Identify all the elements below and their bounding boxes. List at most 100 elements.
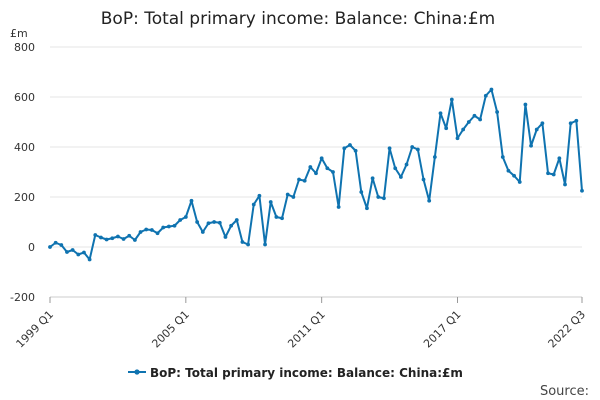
data-point [217, 220, 222, 225]
data-point [93, 233, 98, 237]
y-tick-label: 800 [14, 41, 35, 54]
data-point [308, 165, 313, 169]
legend-label: BoP: Total primary income: Balance: Chin… [150, 366, 463, 380]
y-tick-label: 200 [14, 191, 35, 204]
data-point [489, 87, 494, 92]
data-point [161, 225, 166, 230]
data-point [234, 218, 239, 222]
data-point [404, 162, 409, 167]
data-point [534, 127, 539, 132]
y-tick-label: 600 [14, 91, 35, 104]
data-point [314, 171, 318, 176]
data-point [568, 121, 573, 126]
data-point [172, 223, 177, 228]
data-point [251, 202, 256, 207]
data-point [257, 193, 262, 198]
data-point [155, 231, 160, 236]
data-point [574, 118, 579, 123]
data-point [116, 234, 120, 239]
data-point [268, 200, 273, 204]
data-point [551, 172, 556, 177]
data-point [53, 240, 58, 245]
data-point [280, 216, 284, 221]
series-layer [48, 87, 584, 262]
data-point [274, 215, 279, 219]
data-point [319, 156, 324, 161]
x-tick-label: 1999 Q1 [14, 308, 57, 351]
data-point [263, 242, 267, 247]
data-point [472, 113, 477, 118]
data-point [48, 245, 52, 249]
data-point [376, 195, 381, 199]
y-tick-label: 400 [14, 141, 35, 154]
data-point [178, 218, 183, 222]
data-point [121, 237, 126, 241]
data-point [229, 223, 234, 228]
x-axis-ticks: 1999 Q1 2005 Q1 2011 Q1 2017 Q1 2022 Q3 [14, 297, 589, 351]
data-point [421, 177, 426, 182]
chart-title: BoP: Total primary income: Balance: Chin… [101, 9, 495, 29]
data-point [246, 242, 250, 247]
data-point [382, 196, 386, 201]
data-point [449, 97, 454, 102]
data-point [212, 220, 217, 224]
data-point [144, 227, 149, 232]
data-point [393, 166, 398, 171]
data-point [365, 206, 369, 211]
data-point [127, 233, 132, 238]
data-point [87, 257, 92, 262]
y-unit-label: £m [10, 27, 28, 40]
y-tick-label: -200 [10, 291, 35, 304]
data-point [529, 143, 533, 148]
data-point [195, 220, 200, 224]
data-point [557, 156, 562, 161]
data-point [500, 155, 505, 159]
data-point [99, 235, 103, 240]
data-point [348, 143, 352, 147]
data-point [506, 168, 511, 173]
data-point [76, 252, 81, 257]
y-axis-ticks: -200 0 200 400 600 800 [10, 41, 35, 304]
data-point [432, 155, 437, 159]
data-point [331, 170, 335, 174]
data-point [523, 102, 528, 107]
data-point [183, 215, 188, 219]
data-point [240, 240, 245, 244]
data-point [70, 248, 75, 252]
data-point [65, 250, 69, 254]
data-point [189, 198, 194, 203]
data-point [466, 120, 471, 124]
data-point [427, 198, 432, 203]
legend-marker [134, 369, 140, 375]
data-point [455, 136, 460, 141]
data-point [483, 93, 488, 98]
data-point [291, 195, 296, 199]
data-point [512, 173, 516, 178]
data-point [336, 205, 341, 209]
source-label: Source: [540, 384, 589, 399]
data-point [302, 178, 307, 183]
data-point [138, 230, 143, 234]
data-point [370, 176, 375, 181]
x-tick-label: 2022 Q3 [546, 308, 589, 351]
data-point [342, 146, 347, 151]
data-point [297, 177, 301, 182]
data-point [546, 171, 550, 176]
data-point [353, 148, 358, 153]
data-point [149, 228, 154, 232]
data-point [200, 230, 205, 234]
data-point [359, 190, 364, 194]
data-point [415, 147, 420, 152]
data-point [325, 166, 330, 171]
data-point [82, 250, 86, 255]
data-point [495, 110, 500, 114]
data-point [410, 145, 415, 149]
x-tick-label: 2011 Q1 [285, 308, 328, 351]
data-point [563, 182, 567, 187]
legend[interactable]: BoP: Total primary income: Balance: Chin… [128, 366, 463, 380]
data-point [398, 175, 403, 179]
y-tick-label: 0 [28, 241, 35, 254]
data-point [104, 237, 109, 242]
